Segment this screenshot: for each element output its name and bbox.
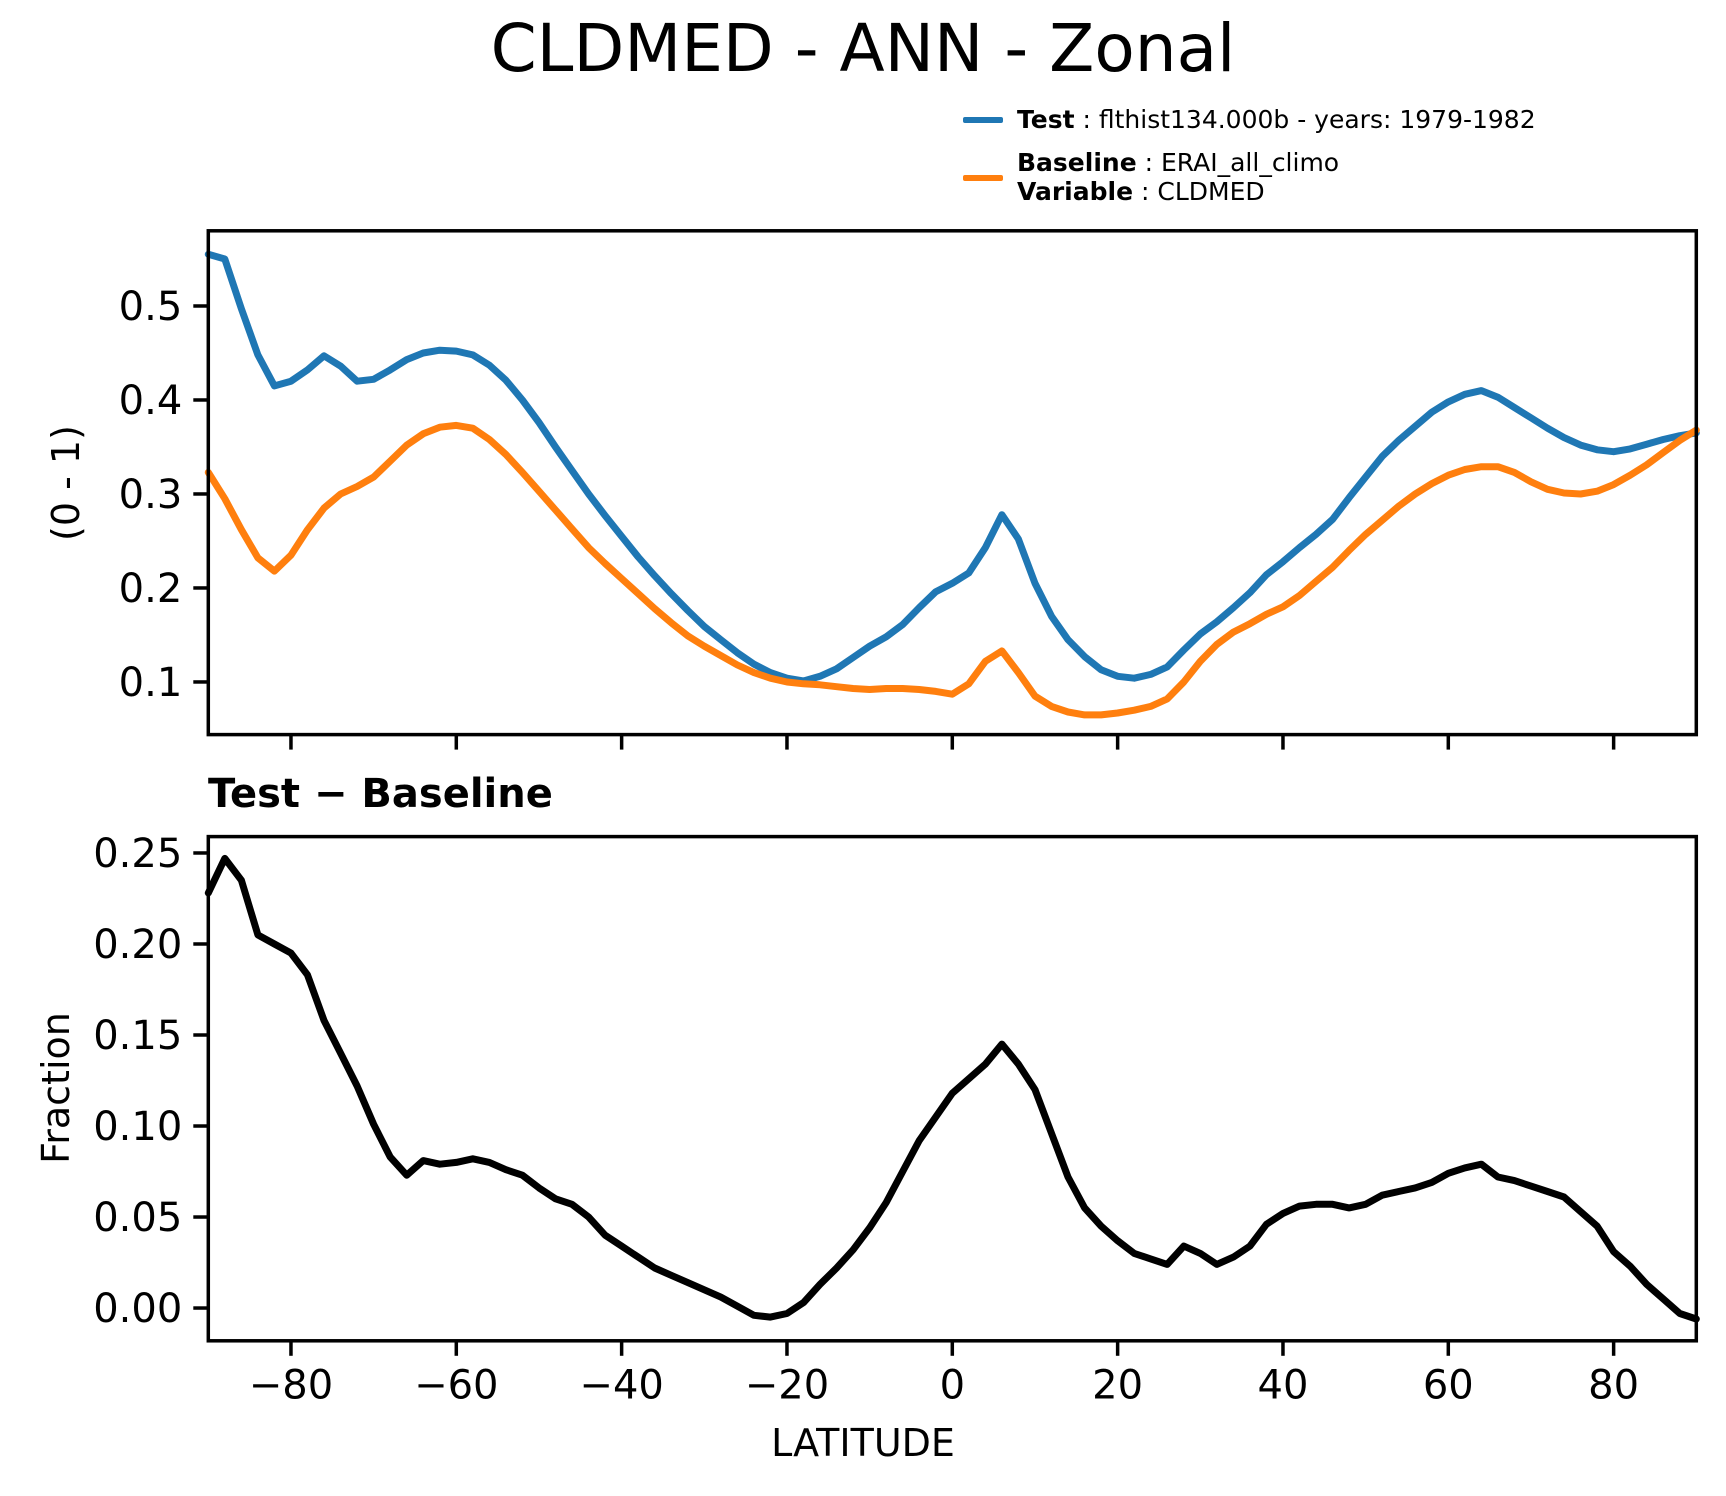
y-tick-label: 0.2 [119,566,183,612]
test-minus-baseline-line [204,854,1700,1323]
legend-baseline-key: Baseline [1017,147,1137,177]
x-tick-label: 60 [1423,1363,1474,1409]
x-tick-label: −80 [249,1363,333,1409]
y-tick-label: 0.1 [119,660,183,706]
legend-test-value: : flthist134.000b - years: 1979-1982 [1074,105,1536,134]
legend: Test : flthist134.000b - years: 1979-198… [963,105,1536,207]
x-tick-label: −60 [414,1363,498,1409]
y-tick-label: 0.10 [93,1104,182,1150]
legend-baseline-line: Baseline : ERAI_all_climo [1017,147,1340,178]
x-tick-label: 40 [1258,1363,1309,1409]
legend-variable-key: Variable [1017,176,1134,206]
y-tick-label: 0.00 [93,1286,182,1332]
legend-variable-value: : CLDMED [1133,176,1265,206]
legend-label-test: Test : flthist134.000b - years: 1979-198… [1017,105,1536,135]
test-line-swatch [963,117,1003,124]
plot-frame [206,834,1699,1343]
x-tick-label: 80 [1588,1363,1639,1409]
y-tick-label: 0.5 [119,284,183,330]
x-tick-label: 0 [940,1363,965,1409]
x-tick-label: −20 [745,1363,829,1409]
baseline-line-swatch [963,174,1003,181]
plot-frame [206,229,1699,737]
y-tick-label: 0.3 [119,472,183,518]
difference-plot: −80 −60 −40 −20 0 20 40 60 80 0.00 0.05 0.10 0.15 0.2… [93,831,1700,1409]
y-tick-label: 0.4 [119,378,183,424]
x-tick-label: 20 [1092,1363,1143,1409]
y-tick-label: 0.05 [93,1195,182,1241]
y-tick-label: 0.20 [93,922,182,968]
legend-test-key: Test [1017,105,1075,134]
x-tick-label: −40 [579,1363,663,1409]
legend-baseline-value: : ERAI_all_climo [1136,147,1340,177]
test-line [204,250,1700,685]
y-tick-label: 0.15 [93,1013,182,1059]
zonal-mean-plot: 0.1 0.2 0.3 0.4 0.5 [119,229,1700,750]
legend-entry-test: Test : flthist134.000b - years: 1979-198… [963,105,1536,135]
diff-plot-title: Test − Baseline [208,771,553,817]
legend-entry-baseline: Baseline : ERAI_all_climo Variable : CLD… [963,147,1536,207]
baseline-line [204,421,1700,719]
legend-label-baseline: Baseline : ERAI_all_climo Variable : CLD… [1017,147,1340,207]
x-axis-label: LATITUDE [771,1421,955,1465]
y-tick-label: 0.25 [93,831,182,877]
legend-variable-line: Variable : CLDMED [1017,176,1339,207]
chart-title: CLDMED - ANN - Zonal [490,10,1236,87]
